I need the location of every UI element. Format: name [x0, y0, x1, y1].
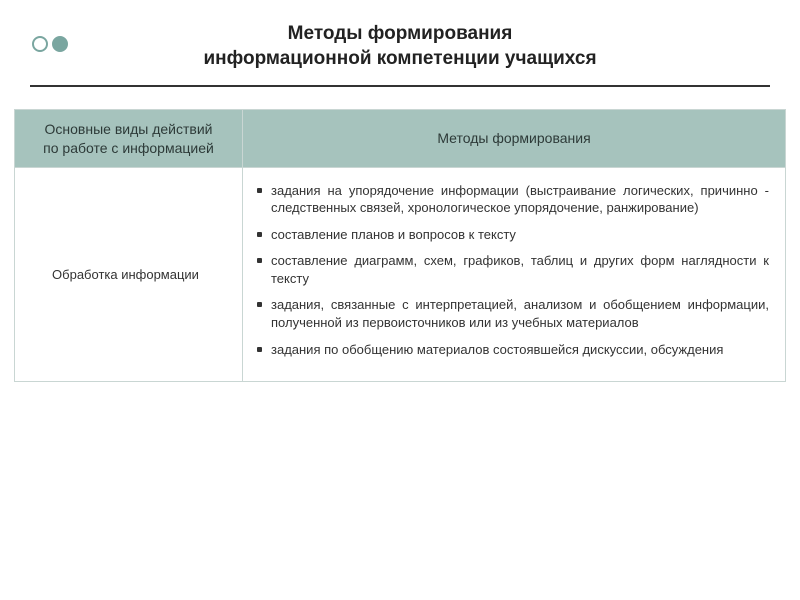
title-underline — [30, 85, 770, 87]
title-line-2: информационной компетенции учащихся — [40, 47, 760, 72]
header-left-line2: по работе с информацией — [43, 139, 214, 157]
header-right-text: Методы формирования — [437, 129, 590, 147]
decorative-bullets — [32, 36, 68, 52]
table-header-left: Основные виды действий по работе с инфор… — [15, 109, 243, 167]
list-item: составление планов и вопросов к тексту — [253, 226, 769, 244]
table-header-right: Методы формирования — [243, 109, 786, 167]
slide-title: Методы формирования информационной компе… — [0, 0, 800, 79]
header-left-line1: Основные виды действий — [45, 120, 213, 138]
bullet-dot — [52, 36, 68, 52]
title-line-1: Методы формирования — [40, 22, 760, 47]
methods-list: задания на упорядочение информации (выст… — [253, 182, 769, 358]
list-item: задания по обобщению материалов состоявш… — [253, 341, 769, 359]
list-item: задания на упорядочение информации (выст… — [253, 182, 769, 217]
methods-table: Основные виды действий по работе с инфор… — [14, 109, 786, 382]
list-item: составление диаграмм, схем, графиков, та… — [253, 252, 769, 287]
table-body-right: задания на упорядочение информации (выст… — [243, 168, 786, 382]
bullet-dot — [32, 36, 48, 52]
body-left-text: Обработка информации — [52, 267, 199, 282]
table-body-left: Обработка информации — [15, 168, 243, 382]
list-item: задания, связанные с интерпретацией, ана… — [253, 296, 769, 331]
